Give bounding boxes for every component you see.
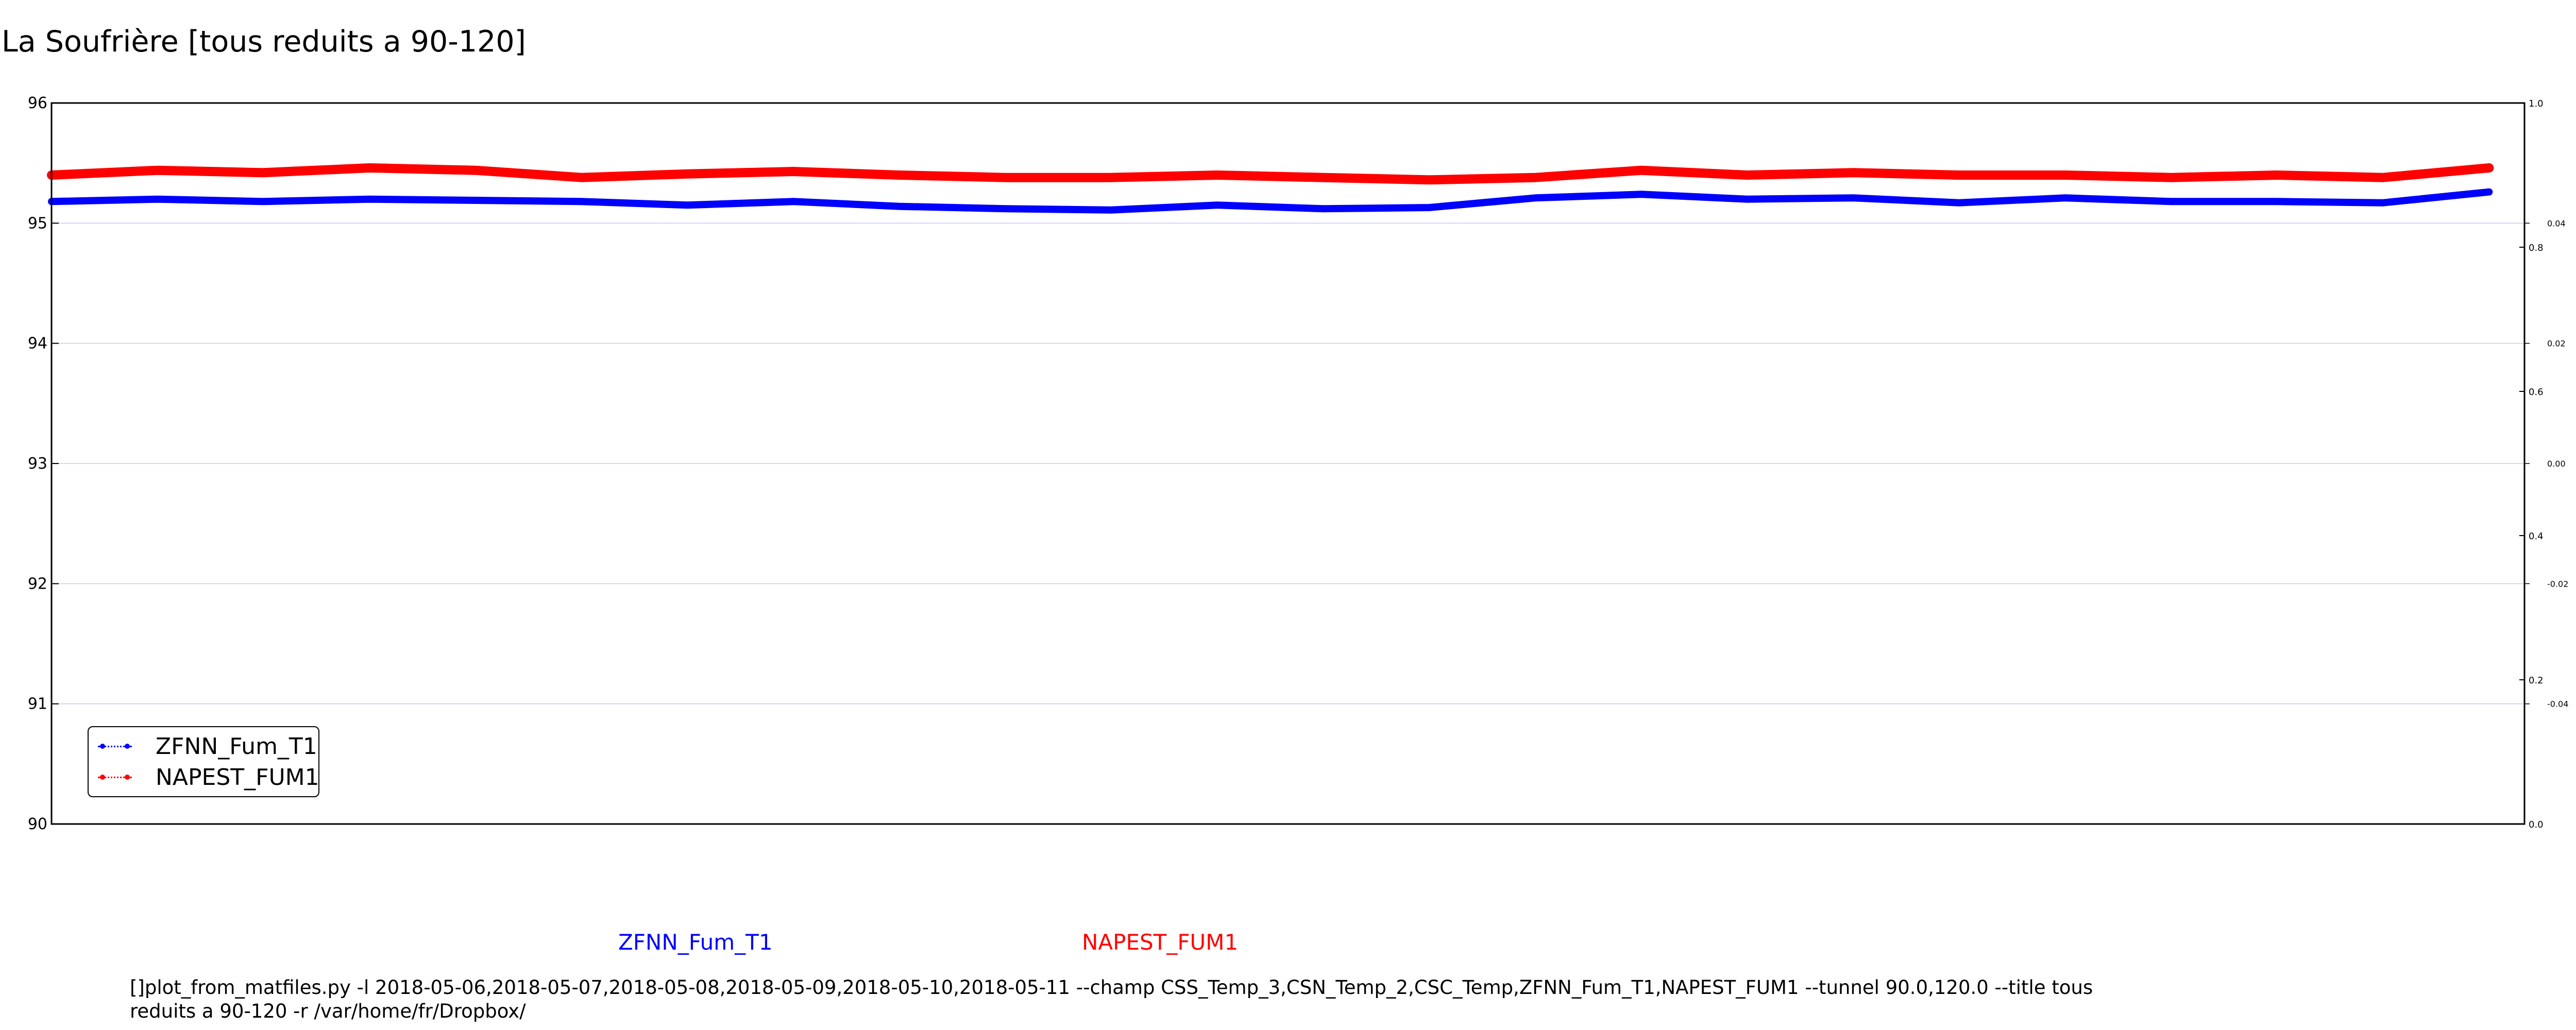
- data-point: [1533, 175, 1538, 180]
- legend-marker-icon: [100, 744, 105, 749]
- right-minor-tick-label: -0.04: [2547, 699, 2568, 709]
- series-line: [48, 188, 2493, 214]
- data-point: [2275, 173, 2280, 178]
- right-minor-tick-label: 0.04: [2547, 218, 2566, 228]
- y-tick-label: 92: [28, 575, 47, 593]
- series-line: [47, 163, 2494, 185]
- data-point: [2275, 199, 2280, 204]
- data-point: [2168, 199, 2174, 204]
- data-point: [261, 199, 266, 204]
- legend: ZFNN_Fum_T1 NAPEST_FUM1: [88, 726, 319, 797]
- right-major-tick-label: 0.2: [2529, 675, 2544, 686]
- series-label-zfnn: ZFNN_Fum_T1: [618, 930, 773, 955]
- data-point: [1003, 175, 1008, 180]
- data-point: [1638, 192, 1644, 197]
- right-major-tick-label: 0.4: [2529, 531, 2544, 542]
- legend-swatch-blue: [98, 746, 132, 747]
- data-point: [1427, 177, 1432, 183]
- data-point: [155, 196, 160, 202]
- y-tick-label: 93: [28, 455, 47, 473]
- right-major-tick-label: 0.6: [2529, 387, 2544, 398]
- right-major-tick-label: 1.0: [2529, 98, 2544, 109]
- data-point: [1320, 206, 1326, 212]
- y-tick-label: 95: [28, 214, 47, 232]
- data-point: [367, 165, 372, 170]
- data-point: [2486, 189, 2492, 195]
- data-point: [472, 167, 478, 173]
- legend-item-zfnn: ZFNN_Fum_T1: [89, 731, 318, 762]
- legend-marker-icon: [125, 775, 130, 780]
- y-axis-ticks: 90 91 92 93 94 95 96: [28, 94, 59, 833]
- data-point: [1851, 170, 1856, 176]
- legend-marker-icon: [125, 744, 130, 749]
- data-point: [1003, 206, 1008, 212]
- legend-item-napest: NAPEST_FUM1: [89, 762, 319, 793]
- data-point: [2062, 195, 2068, 201]
- data-point: [367, 196, 372, 202]
- y-tick-label: 90: [28, 815, 47, 833]
- series-NAPEST_FUM1: [47, 163, 2494, 185]
- y-tick-label: 96: [28, 94, 47, 112]
- data-point: [1533, 195, 1538, 201]
- right-major-tick-label: 0.8: [2529, 243, 2544, 253]
- series-ZFNN_Fum_T1: [48, 188, 2493, 214]
- data-point: [1638, 167, 1644, 173]
- chart-title: La Soufrière [tous reduits a 90-120]: [2, 25, 526, 59]
- command-line-text: []plot_from_matfiles.py -l 2018-05-06,20…: [130, 976, 2093, 1022]
- data-point: [1320, 175, 1326, 180]
- right-minor-tick-label: -0.02: [2547, 579, 2568, 589]
- data-point: [896, 203, 902, 209]
- data-point: [2062, 173, 2068, 178]
- data-point: [1851, 195, 1856, 201]
- legend-label: NAPEST_FUM1: [156, 764, 319, 791]
- data-point: [2380, 175, 2386, 180]
- data-point: [791, 169, 796, 174]
- legend-marker-icon: [100, 775, 105, 780]
- data-point: [1109, 175, 1114, 180]
- data-point: [2486, 165, 2492, 170]
- data-point: [2380, 200, 2386, 205]
- data-point: [261, 170, 266, 176]
- data-point: [1214, 173, 1220, 178]
- right-minor-tick-label: 0.02: [2547, 339, 2566, 349]
- y-tick-label: 91: [28, 695, 47, 713]
- data-point: [155, 167, 160, 173]
- data-point: [1109, 207, 1114, 213]
- right-minor-tick-label: 0.00: [2547, 459, 2566, 469]
- series-lines: [47, 163, 2494, 214]
- data-point: [685, 171, 690, 177]
- right-axis-ticks: 0.0 0.2 0.4 0.6 0.8 1.0 -0.04 -0.02 0.00 0.02 0.04: [2519, 98, 2568, 830]
- series-label-napest: NAPEST_FUM1: [1082, 930, 1239, 955]
- data-point: [1744, 173, 1750, 178]
- data-point: [791, 199, 796, 204]
- data-point: [1956, 200, 1962, 205]
- data-point: [1744, 196, 1750, 202]
- legend-label: ZFNN_Fum_T1: [156, 733, 317, 760]
- data-point: [1427, 205, 1432, 210]
- y-tick-label: 94: [28, 335, 47, 353]
- data-point: [896, 173, 902, 178]
- data-point: [579, 175, 584, 180]
- data-point: [2168, 175, 2174, 180]
- right-major-tick-label: 0.0: [2529, 819, 2544, 830]
- legend-swatch-red: [98, 777, 132, 778]
- data-point: [1214, 202, 1220, 208]
- data-point: [579, 199, 584, 204]
- data-point: [685, 202, 690, 208]
- data-point: [1956, 173, 1962, 178]
- data-point: [472, 198, 478, 203]
